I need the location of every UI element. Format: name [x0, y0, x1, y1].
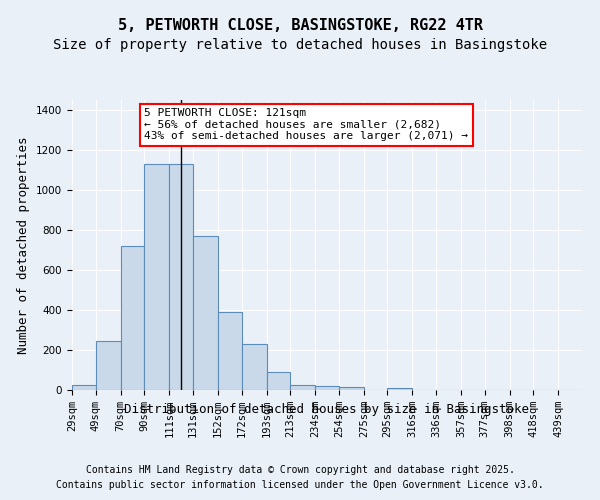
- Text: Distribution of detached houses by size in Basingstoke: Distribution of detached houses by size …: [125, 402, 530, 415]
- Bar: [193, 236, 218, 390]
- Bar: [218, 312, 242, 390]
- Bar: [72, 385, 96, 390]
- Text: 5 PETWORTH CLOSE: 121sqm
← 56% of detached houses are smaller (2,682)
43% of sem: 5 PETWORTH CLOSE: 121sqm ← 56% of detach…: [145, 108, 469, 141]
- Bar: [121, 246, 145, 390]
- Y-axis label: Number of detached properties: Number of detached properties: [17, 136, 31, 354]
- Text: Size of property relative to detached houses in Basingstoke: Size of property relative to detached ho…: [53, 38, 547, 52]
- Text: 5, PETWORTH CLOSE, BASINGSTOKE, RG22 4TR: 5, PETWORTH CLOSE, BASINGSTOKE, RG22 4TR: [118, 18, 482, 32]
- Bar: [266, 372, 290, 390]
- Bar: [242, 344, 266, 390]
- Bar: [169, 164, 193, 390]
- Bar: [290, 384, 315, 390]
- Text: Contains HM Land Registry data © Crown copyright and database right 2025.: Contains HM Land Registry data © Crown c…: [86, 465, 514, 475]
- Bar: [145, 164, 169, 390]
- Bar: [388, 388, 412, 390]
- Text: Contains public sector information licensed under the Open Government Licence v3: Contains public sector information licen…: [56, 480, 544, 490]
- Bar: [96, 341, 121, 390]
- Bar: [315, 386, 339, 390]
- Bar: [339, 387, 364, 390]
